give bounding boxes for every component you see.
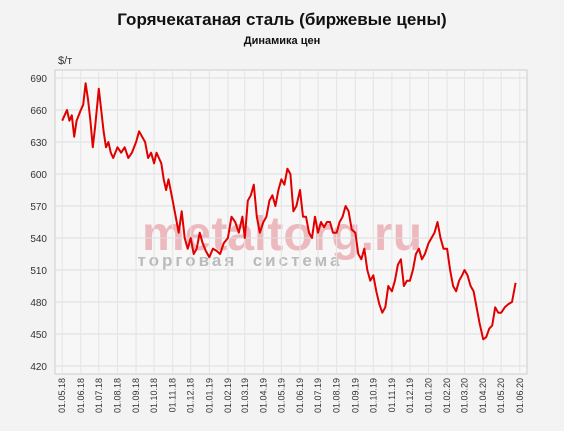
- x-tick-label: 01.11.19: [387, 378, 397, 412]
- x-tick-label: 01.06.20: [515, 378, 525, 413]
- y-tick-label: 690: [30, 74, 47, 85]
- y-tick-label: 660: [30, 106, 47, 117]
- x-tick-label: 01.06.18: [76, 378, 86, 413]
- x-tick-label: 01.06.19: [295, 378, 305, 413]
- x-tick-label: 01.12.19: [405, 378, 415, 413]
- y-tick-label: 450: [30, 330, 47, 341]
- x-tick-label: 01.09.18: [131, 378, 141, 413]
- chart-title: Горячекатаная сталь (биржевые цены): [117, 10, 446, 29]
- y-tick-label: 570: [30, 202, 47, 213]
- watermark-sub: торговая система: [138, 251, 343, 270]
- x-tick-label: 01.12.18: [186, 378, 196, 413]
- y-tick-label: 630: [30, 138, 47, 149]
- x-tick-label: 01.08.18: [112, 378, 122, 413]
- x-tick-label: 01.07.19: [313, 378, 323, 413]
- x-tick-label: 01.05.20: [496, 378, 506, 413]
- x-tick-label: 01.01.19: [204, 378, 214, 413]
- x-tick-label: 01.05.19: [276, 378, 286, 413]
- y-tick-label: 600: [30, 170, 47, 181]
- x-tick-label: 01.03.19: [240, 378, 250, 413]
- x-tick-label: 01.09.19: [350, 378, 360, 413]
- x-tick-label: 01.10.19: [368, 378, 378, 413]
- x-tick-label: 01.05.18: [57, 378, 67, 413]
- x-tick-label: 01.03.20: [460, 378, 470, 413]
- y-tick-label: 510: [30, 266, 47, 277]
- x-tick-label: 01.01.20: [424, 378, 434, 413]
- chart-subtitle: Динамика цен: [244, 35, 320, 47]
- x-tick-label: 01.11.18: [168, 378, 178, 412]
- y-axis-label: $/т: [58, 55, 72, 67]
- y-tick-label: 420: [30, 362, 47, 373]
- watermark: metaltorg.ru: [142, 208, 422, 261]
- x-tick-label: 01.02.20: [442, 378, 452, 413]
- y-tick-label: 480: [30, 298, 47, 309]
- plot-area: [54, 69, 528, 375]
- x-tick-label: 01.04.19: [258, 378, 268, 413]
- x-tick-label: 01.08.19: [332, 378, 342, 413]
- x-tick-label: 01.10.18: [149, 378, 159, 413]
- y-tick-label: 540: [30, 234, 47, 245]
- price-line: [61, 82, 517, 341]
- x-tick-label: 01.02.19: [223, 378, 233, 413]
- x-tick-label: 01.04.20: [478, 378, 488, 413]
- x-tick-label: 01.07.18: [94, 378, 104, 413]
